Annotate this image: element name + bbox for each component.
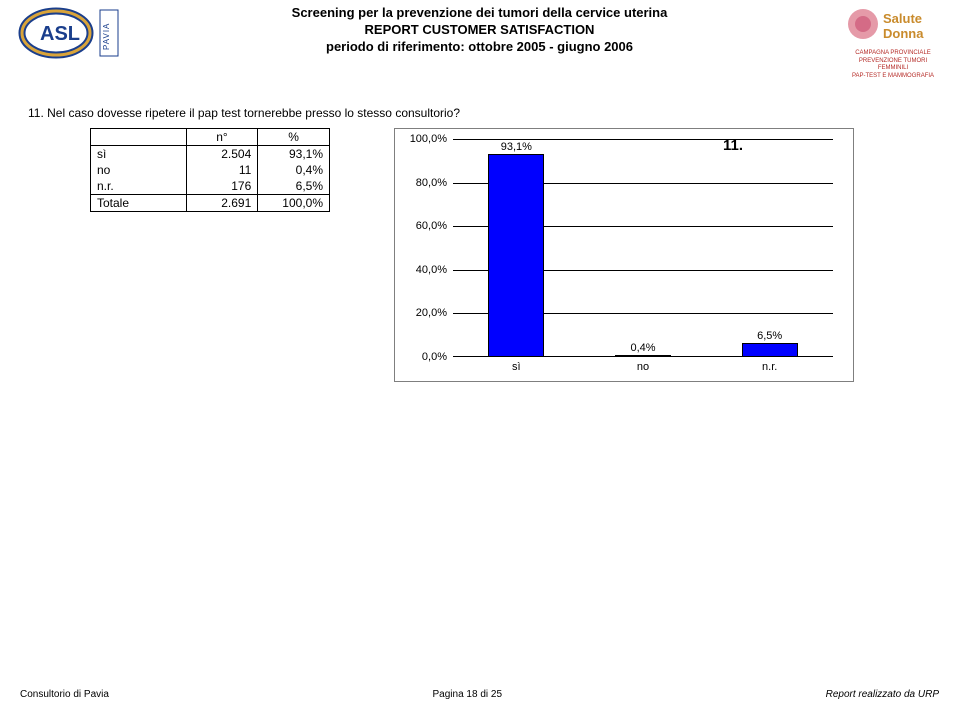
title-block: Screening per la prevenzione dei tumori … (0, 4, 959, 55)
col-header-n: n° (186, 129, 258, 146)
logo-subtext-2: PREVENZIONE TUMORI FEMMINILI (845, 58, 941, 72)
row-label-total: Totale (91, 195, 187, 212)
row-n: 11 (186, 162, 258, 178)
page-header: ASL PAVIA Screening per la prevenzione d… (0, 0, 959, 86)
row-n: 176 (186, 178, 258, 195)
y-axis-label: 60,0% (405, 220, 447, 232)
logo-subtext-3: PAP-TEST E MAMMOGRAFIA (845, 73, 941, 80)
title-line-1: Screening per la prevenzione dei tumori … (0, 4, 959, 21)
row-label: n.r. (91, 178, 187, 195)
bar-value-label: 6,5% (743, 330, 797, 342)
row-n: 2.504 (186, 146, 258, 163)
y-axis-label: 40,0% (405, 264, 447, 276)
row-pct-total: 100,0% (258, 195, 330, 212)
x-axis-label: n.r. (706, 359, 833, 375)
content-row: n° % sì 2.504 93,1% no 11 0,4% n.r. 176 … (0, 128, 959, 382)
y-axis-label: 80,0% (405, 177, 447, 189)
y-axis-label: 20,0% (405, 307, 447, 319)
footer-right: Report realizzato da URP (826, 689, 939, 700)
salute-donna-logo: Salute Donna CAMPAGNA PROVINCIALE PREVEN… (845, 6, 941, 66)
bar-value-label: 93,1% (489, 141, 543, 153)
svg-text:Salute: Salute (883, 11, 922, 26)
row-label: sì (91, 146, 187, 163)
x-axis-label: no (580, 359, 707, 375)
row-label: no (91, 162, 187, 178)
title-line-2: REPORT CUSTOMER SATISFACTION (0, 21, 959, 38)
y-axis-label: 100,0% (405, 133, 447, 145)
x-axis-label: sì (453, 359, 580, 375)
footer-center: Pagina 18 di 25 (433, 689, 503, 700)
col-header-pct: % (258, 129, 330, 146)
data-table: n° % sì 2.504 93,1% no 11 0,4% n.r. 176 … (90, 128, 330, 212)
bar-chart: 11. 0,0%20,0%40,0%60,0%80,0%100,0%93,1%0… (394, 128, 854, 382)
question-text: 11. Nel caso dovesse ripetere il pap tes… (28, 106, 959, 120)
row-n-total: 2.691 (186, 195, 258, 212)
page-footer: Consultorio di Pavia Pagina 18 di 25 Rep… (0, 689, 959, 700)
logo-subtext-1: CAMPAGNA PROVINCIALE (845, 50, 941, 57)
row-pct: 6,5% (258, 178, 330, 195)
bar-value-label: 0,4% (616, 342, 670, 354)
bar: 93,1% (488, 154, 544, 357)
svg-text:Donna: Donna (883, 26, 924, 41)
row-pct: 93,1% (258, 146, 330, 163)
bar: 6,5% (742, 343, 798, 357)
title-line-3: periodo di riferimento: ottobre 2005 - g… (0, 38, 959, 55)
row-pct: 0,4% (258, 162, 330, 178)
bar: 0,4% (615, 355, 671, 357)
footer-left: Consultorio di Pavia (20, 689, 109, 700)
y-axis-label: 0,0% (405, 351, 447, 363)
